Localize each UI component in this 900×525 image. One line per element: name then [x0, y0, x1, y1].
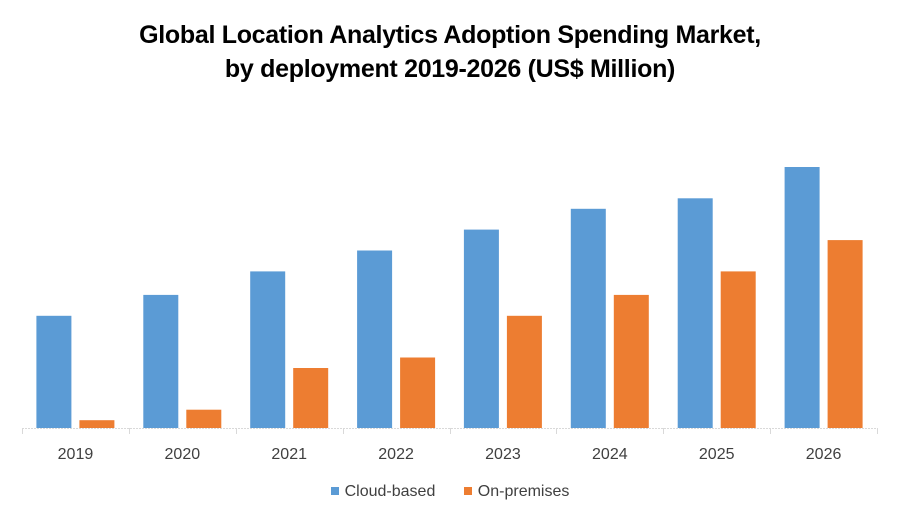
bar-cloud-based-2019	[36, 315, 72, 428]
bar-on-premises-2022	[400, 357, 436, 428]
x-tick-label: 2026	[806, 446, 842, 463]
bar-cloud-based-2025	[677, 198, 713, 428]
bar-cloud-based-2026	[784, 167, 820, 428]
legend: Cloud-based On-premises	[0, 483, 900, 501]
x-tick-label: 2019	[58, 446, 94, 463]
legend-swatch-on-premises	[463, 486, 472, 495]
legend-item-on-premises: On-premises	[463, 483, 570, 501]
bar-on-premises-2021	[293, 368, 329, 428]
bar-cloud-based-2024	[570, 208, 606, 428]
bar-on-premises-2025	[720, 271, 756, 428]
x-tick-label: 2023	[485, 446, 521, 463]
bar-on-premises-2026	[827, 240, 863, 428]
x-tick-label: 2022	[378, 446, 414, 463]
bar-on-premises-2020	[186, 409, 222, 428]
chart-subtitle: by deployment 2019-2026 (US$ Million)	[224, 55, 676, 83]
legend-label-cloud-based: Cloud-based	[344, 483, 436, 500]
x-tick-label: 2021	[271, 446, 307, 463]
chart-title-line1: Global Location Analytics Adoption Spend…	[139, 21, 761, 49]
bar-cloud-based-2020	[143, 294, 179, 428]
bar-cloud-based-2022	[357, 250, 393, 428]
chart-title: Global Location Analytics Adoption Spend…	[0, 18, 900, 86]
bar-cloud-based-2021	[250, 271, 286, 428]
bar-on-premises-2024	[613, 294, 649, 428]
legend-swatch-cloud-based	[330, 486, 339, 495]
legend-item-cloud-based: Cloud-based	[330, 483, 436, 501]
bar-cloud-based-2023	[463, 229, 499, 428]
x-tick-label: 2025	[699, 446, 735, 463]
bar-on-premises-2019	[79, 420, 115, 428]
x-tick-label: 2024	[592, 446, 628, 463]
x-tick-label: 2020	[165, 446, 201, 463]
legend-label-on-premises: On-premises	[477, 483, 570, 500]
bar-on-premises-2023	[506, 315, 542, 428]
